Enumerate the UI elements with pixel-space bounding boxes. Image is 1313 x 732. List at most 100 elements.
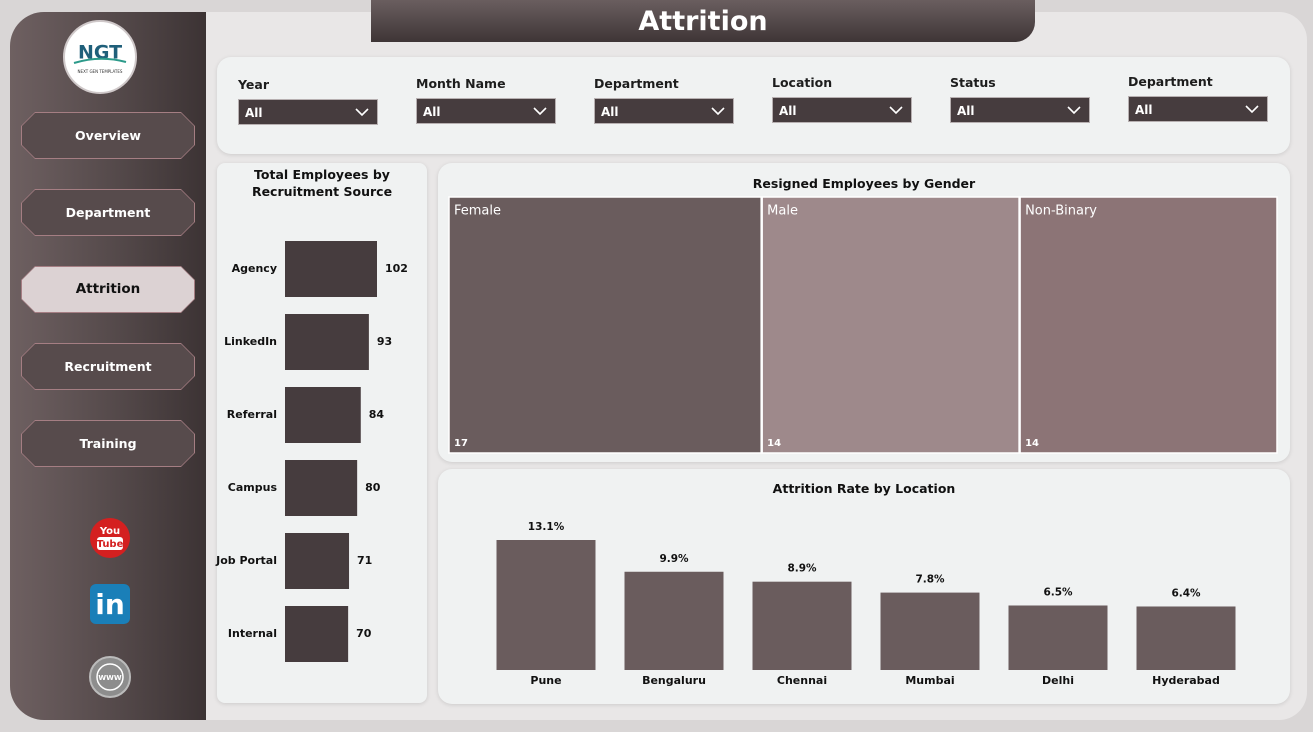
bar (285, 314, 369, 370)
nav-button[interactable]: Department (21, 189, 195, 236)
filter-label: Location (772, 75, 833, 91)
logo-swoosh (73, 57, 127, 64)
tile-value: 14 (1025, 438, 1039, 449)
data-label: 7.8% (915, 574, 945, 586)
chevron-line[interactable] (889, 106, 903, 115)
youtube-text: Tube (97, 539, 124, 550)
tile-value: 17 (454, 438, 468, 449)
tile-value: 14 (767, 438, 781, 449)
tile-label: Male (767, 204, 798, 219)
filter-label: Department (1128, 74, 1213, 89)
nav-label[interactable]: Training (22, 421, 194, 466)
data-label: 84 (369, 408, 385, 421)
filter-label: Month Name (416, 76, 506, 92)
chevron[interactable] (1245, 104, 1259, 114)
filter-label: Department (594, 75, 679, 91)
bar (285, 241, 377, 297)
linkedin-text: in (95, 588, 125, 621)
logo-badge (63, 20, 137, 94)
chevron-line[interactable] (1245, 105, 1259, 114)
x-tick-label: Chennai (777, 674, 827, 687)
chart-title: Attrition Rate by Location (772, 481, 956, 496)
nav-label[interactable]: Department (22, 190, 194, 235)
chevron-line[interactable] (711, 107, 725, 115)
chart-title: Resigned Employees by Gender (752, 176, 976, 191)
tile-label: Female (454, 204, 501, 219)
chevron[interactable] (889, 105, 903, 115)
chevron[interactable] (355, 107, 369, 117)
bar (1008, 605, 1108, 670)
data-label: 6.5% (1043, 586, 1073, 598)
bar (1136, 606, 1236, 670)
y-tick-label: LinkedIn (224, 335, 277, 348)
x-tick-label: Pune (530, 674, 561, 687)
dropdown[interactable]: All (594, 97, 734, 124)
web-text: WWW (98, 674, 121, 682)
chevron[interactable] (711, 106, 725, 116)
nav-label[interactable]: Recruitment (22, 344, 194, 389)
dropdown-value[interactable]: All (601, 104, 619, 119)
bar (285, 387, 361, 443)
dropdown[interactable]: All (950, 96, 1090, 123)
chevron-line[interactable] (533, 107, 547, 116)
chevron[interactable] (533, 106, 547, 116)
dropdown-value[interactable]: All (1135, 103, 1153, 117)
filter-panel: Year All Month Name All Department All Locatio… (217, 57, 1290, 154)
dropdown-value[interactable]: All (957, 103, 975, 118)
bar (880, 592, 980, 670)
youtube-text: You (99, 526, 120, 537)
dropdown[interactable]: All (238, 99, 378, 125)
data-label: 13.1% (528, 521, 565, 533)
nav-label[interactable]: Overview (22, 113, 194, 158)
x-tick-label: Delhi (1042, 674, 1074, 687)
data-label: 70 (356, 627, 372, 640)
data-label: 93 (377, 335, 392, 348)
logo-text: NGT (78, 42, 122, 64)
data-label: 6.4% (1171, 587, 1201, 599)
web-icon[interactable] (89, 656, 131, 698)
dropdown-value[interactable]: All (423, 105, 441, 120)
y-tick-label: Internal (228, 627, 277, 640)
bar (624, 571, 724, 670)
data-label: 8.9% (787, 563, 817, 575)
dropdown-value[interactable]: All (245, 106, 263, 120)
dropdown[interactable]: All (416, 98, 556, 125)
dropdown-value[interactable]: All (779, 104, 797, 119)
y-tick-label: Campus (228, 481, 278, 494)
y-tick-label: Job Portal (215, 554, 277, 567)
bar (752, 581, 852, 670)
tile-label: Non-Binary (1025, 204, 1097, 219)
nav-button[interactable]: Overview (21, 112, 195, 159)
web-globe (96, 663, 124, 691)
bar (285, 460, 358, 516)
dropdown[interactable]: All (772, 97, 912, 124)
y-tick-label: Agency (232, 262, 277, 275)
x-tick-label: Mumbai (905, 674, 954, 687)
filter-label: Year (238, 77, 269, 92)
linkedin-icon[interactable] (90, 584, 130, 624)
treemap-tile (761, 196, 1020, 454)
chevron-line[interactable] (355, 108, 369, 117)
data-label: 71 (357, 554, 372, 567)
chevron[interactable] (1067, 105, 1081, 115)
youtube-tube-bg (97, 537, 123, 550)
logo-subtext: NEXT GEN TEMPLATES (78, 69, 123, 74)
dropdown[interactable]: All (1128, 96, 1268, 122)
x-tick-label: Bengaluru (642, 674, 706, 687)
bar (285, 606, 349, 662)
chart-title: Total Employees by Recruitment Source (251, 167, 393, 199)
nav-button[interactable]: Attrition (21, 266, 195, 313)
nav-label[interactable]: Attrition (22, 267, 194, 312)
nav-button[interactable]: Recruitment (21, 343, 195, 390)
nav-button[interactable]: Training (21, 420, 195, 467)
bar (496, 540, 596, 670)
data-label: 9.9% (659, 553, 689, 565)
chevron-line[interactable] (1067, 106, 1081, 114)
x-tick-label: Hyderabad (1152, 674, 1220, 687)
data-label: 102 (385, 262, 408, 275)
bar (285, 533, 350, 589)
treemap-tile (1019, 196, 1278, 454)
filter-label: Status (950, 74, 996, 90)
